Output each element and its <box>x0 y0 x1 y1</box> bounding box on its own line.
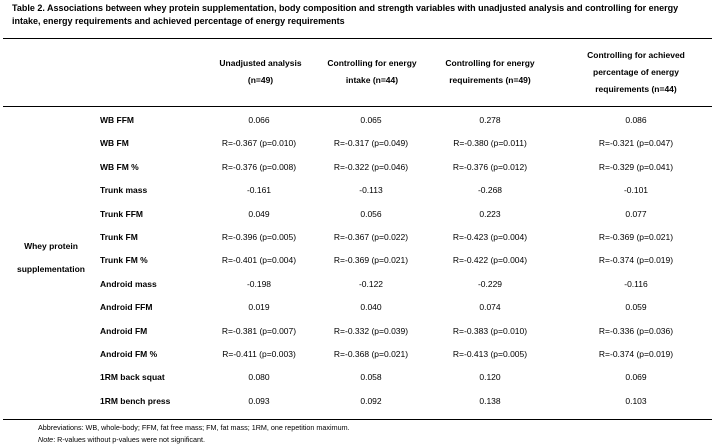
table-cell: -0.122 <box>358 278 384 289</box>
table-cell: R=-0.367 (p=0.022) <box>333 232 409 242</box>
significance-note: Note: R-values without p-values were not… <box>38 435 205 445</box>
column-header-energy-intake: Controlling for energy intake (n=44) <box>327 58 417 85</box>
row-label: Trunk FFM <box>100 208 143 219</box>
row-label: 1RM bench press <box>100 395 171 406</box>
column-header-energy-requirements: Controlling for energy requirements (n=4… <box>445 58 535 85</box>
table-cell: R=-0.401 (p=0.004) <box>221 255 297 266</box>
row-label: Android FFM <box>100 302 153 313</box>
abbreviations-footnote: Abbreviations: WB, whole-body; FFM, fat … <box>38 423 350 432</box>
table-cell: R=-0.423 (p=0.004) <box>452 232 528 242</box>
table-cell: 0.056 <box>360 208 382 219</box>
table-cell: R=-0.317 (p=0.049) <box>333 138 409 149</box>
column-header-unadjusted: Unadjusted analysis (n=49) <box>219 58 302 85</box>
table-cell: 0.019 <box>248 302 270 313</box>
table-cell: R=-0.396 (p=0.005) <box>221 232 297 242</box>
table-cell: R=-0.411 (p=0.003) <box>222 349 296 359</box>
table-cell: R=-0.413 (p=0.005) <box>452 349 528 359</box>
table-cell: 0.120 <box>479 372 501 383</box>
row-label: 1RM back squat <box>100 372 165 383</box>
table-caption: Table 2. Associations between whey prote… <box>12 3 679 26</box>
row-label: Trunk FM <box>100 232 138 242</box>
table-cell: -0.116 <box>624 278 648 289</box>
table-cell: 0.049 <box>248 208 270 219</box>
row-label: WB FFM <box>100 115 134 125</box>
row-label: Android FM <box>100 325 148 336</box>
table-cell: 0.092 <box>360 395 382 406</box>
row-label: WB FM % <box>100 161 139 172</box>
table-cell: R=-0.376 (p=0.012) <box>452 161 528 172</box>
table-cell: -0.113 <box>359 185 383 196</box>
row-label: Android FM % <box>100 349 158 359</box>
bottom-rule <box>3 419 712 420</box>
table-cell: R=-0.321 (p=0.047) <box>598 138 674 149</box>
table-cell: 0.278 <box>479 115 501 125</box>
row-label: Android mass <box>100 278 157 289</box>
table-cell: R=-0.367 (p=0.010) <box>221 138 297 149</box>
table-cell: 0.077 <box>625 208 647 219</box>
table-cell: R=-0.381 (p=0.007) <box>221 325 297 336</box>
table-cell: 0.080 <box>248 372 270 383</box>
row-label: WB FM <box>100 138 129 149</box>
table-cell: -0.229 <box>477 278 503 289</box>
table-cell: R=-0.336 (p=0.036) <box>598 325 674 336</box>
table-cell: 0.040 <box>360 302 382 313</box>
table-cell: 0.066 <box>248 115 270 125</box>
table-cell: R=-0.329 (p=0.041) <box>598 161 674 172</box>
note-label: Note <box>38 435 54 444</box>
table-cell: 0.093 <box>248 395 270 406</box>
table-cell: R=-0.374 (p=0.019) <box>598 255 674 266</box>
table-cell: 0.059 <box>625 302 647 313</box>
table-cell: R=-0.369 (p=0.021) <box>598 232 674 242</box>
table-cell: 0.223 <box>479 208 501 219</box>
header-rule <box>3 106 712 107</box>
table-cell: 0.069 <box>625 372 647 383</box>
table-cell: -0.268 <box>477 185 503 196</box>
table-cell: -0.161 <box>246 185 272 196</box>
table-cell: R=-0.322 (p=0.046) <box>333 161 409 172</box>
row-label: Trunk FM % <box>100 255 148 266</box>
table-cell: R=-0.369 (p=0.021) <box>333 255 409 266</box>
table-cell: 0.086 <box>625 115 647 125</box>
table-cell: R=-0.422 (p=0.004) <box>452 255 528 266</box>
table-cell: R=-0.383 (p=0.010) <box>452 325 528 336</box>
table-cell: R=-0.374 (p=0.019) <box>598 349 674 359</box>
table-cell: -0.198 <box>246 278 272 289</box>
table-cell: R=-0.376 (p=0.008) <box>221 161 297 172</box>
table-cell: R=-0.380 (p=0.011) <box>453 138 527 149</box>
row-label: Trunk mass <box>100 185 148 196</box>
table-cell: R=-0.332 (p=0.039) <box>333 325 409 336</box>
table-cell: 0.103 <box>625 395 647 406</box>
table-cell: -0.101 <box>623 185 649 196</box>
column-header-achieved-percentage: Controlling for achieved percentage of e… <box>587 49 685 94</box>
table-cell: 0.058 <box>360 372 382 383</box>
table-cell: 0.138 <box>479 395 501 406</box>
top-rule <box>3 38 712 39</box>
note-text: : R-values without p-values were not sig… <box>53 435 205 444</box>
table-cell: 0.074 <box>479 302 501 313</box>
group-label: Whey protein supplementation <box>16 241 85 274</box>
table-cell: 0.065 <box>360 115 382 125</box>
table-cell: R=-0.368 (p=0.021) <box>333 349 409 359</box>
